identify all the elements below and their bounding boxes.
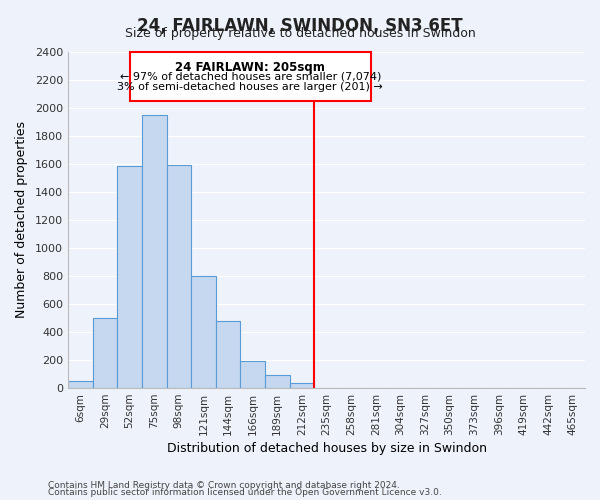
Text: Contains public sector information licensed under the Open Government Licence v3: Contains public sector information licen… <box>48 488 442 497</box>
Bar <box>142 114 167 388</box>
FancyBboxPatch shape <box>130 52 371 100</box>
Bar <box>265 376 290 388</box>
Text: 24 FAIRLAWN: 205sqm: 24 FAIRLAWN: 205sqm <box>175 60 325 74</box>
Bar <box>216 321 241 388</box>
X-axis label: Distribution of detached houses by size in Swindon: Distribution of detached houses by size … <box>167 442 487 455</box>
Bar <box>191 276 216 388</box>
Text: Contains HM Land Registry data © Crown copyright and database right 2024.: Contains HM Land Registry data © Crown c… <box>48 480 400 490</box>
Text: 24, FAIRLAWN, SWINDON, SN3 6ET: 24, FAIRLAWN, SWINDON, SN3 6ET <box>137 18 463 36</box>
Bar <box>241 362 265 388</box>
Bar <box>92 318 117 388</box>
Text: 3% of semi-detached houses are larger (201) →: 3% of semi-detached houses are larger (2… <box>118 82 383 92</box>
Text: Size of property relative to detached houses in Swindon: Size of property relative to detached ho… <box>125 28 475 40</box>
Y-axis label: Number of detached properties: Number of detached properties <box>15 122 28 318</box>
Bar <box>68 381 92 388</box>
Bar <box>167 165 191 388</box>
Text: ← 97% of detached houses are smaller (7,074): ← 97% of detached houses are smaller (7,… <box>119 72 381 82</box>
Bar <box>290 383 314 388</box>
Bar <box>117 166 142 388</box>
